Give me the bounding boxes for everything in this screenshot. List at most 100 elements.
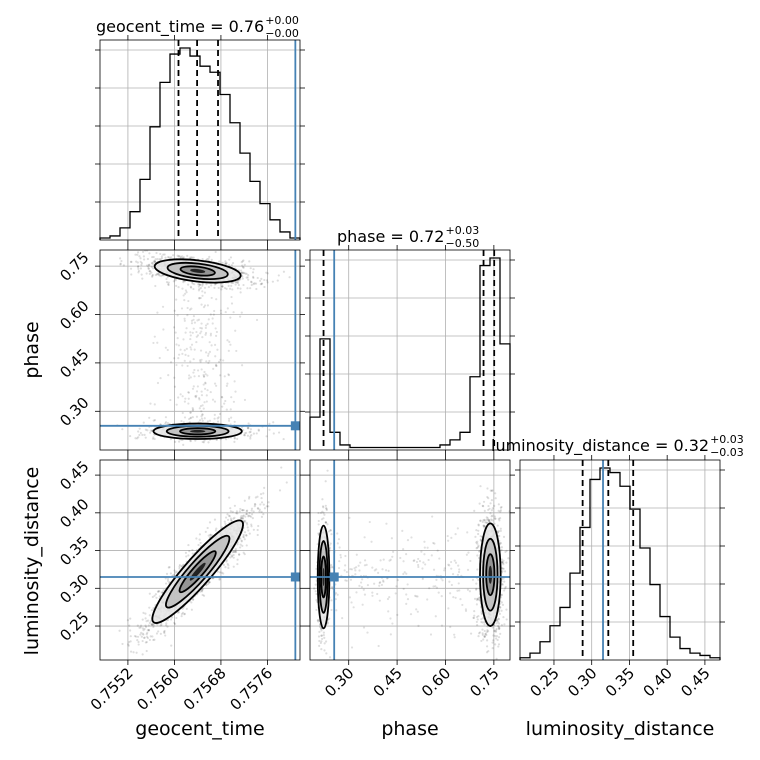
- sample-point: [382, 579, 385, 582]
- sample-point: [224, 310, 227, 314]
- sample-point: [215, 364, 218, 367]
- sample-point: [212, 313, 215, 316]
- sample-point: [138, 433, 141, 437]
- sample-point: [195, 537, 198, 540]
- sample-point: [206, 322, 209, 325]
- sample-point: [488, 519, 491, 522]
- sample-point: [247, 514, 250, 517]
- contour-line: [151, 519, 244, 624]
- sample-point: [466, 588, 470, 591]
- sample-point: [498, 612, 501, 615]
- sample-point: [189, 337, 192, 341]
- sample-point: [237, 280, 240, 283]
- sample-point: [141, 627, 145, 630]
- sample-point: [205, 360, 208, 363]
- sample-point: [245, 512, 248, 516]
- sample-point: [210, 284, 213, 287]
- sample-point: [493, 522, 496, 525]
- sample-point: [475, 547, 478, 550]
- sample-point: [491, 489, 494, 492]
- sample-point: [166, 618, 170, 622]
- sample-point: [250, 509, 253, 512]
- sample-point: [285, 481, 288, 484]
- sample-point: [491, 641, 494, 644]
- sample-point: [141, 639, 144, 643]
- sample-point: [164, 422, 167, 425]
- sample-point: [243, 433, 246, 437]
- sample-point: [172, 573, 175, 576]
- sample-point: [198, 538, 201, 541]
- sample-point: [248, 514, 251, 517]
- sample-point: [479, 519, 482, 522]
- sample-point: [487, 497, 490, 500]
- sample-point: [187, 299, 190, 303]
- sample-point: [234, 550, 237, 554]
- sample-point: [477, 614, 480, 618]
- sample-point: [139, 267, 143, 270]
- sample-point: [155, 273, 159, 276]
- sample-point: [453, 636, 456, 639]
- sample-point: [256, 533, 259, 537]
- sample-point: [227, 417, 231, 420]
- sample-point: [177, 396, 180, 399]
- sample-point: [378, 599, 381, 602]
- sample-point: [476, 546, 479, 549]
- sample-point: [149, 635, 152, 638]
- sample-point: [282, 437, 285, 441]
- sample-point: [144, 612, 147, 615]
- sample-point: [203, 370, 206, 374]
- sample-point: [494, 630, 498, 633]
- sample-point: [502, 535, 506, 538]
- sample-point: [457, 570, 461, 574]
- sample-point: [239, 315, 242, 318]
- sample-point: [429, 633, 433, 636]
- sample-point: [226, 382, 229, 385]
- sample-point: [227, 419, 231, 422]
- sample-point: [183, 400, 186, 403]
- sample-point: [417, 565, 420, 569]
- sample-point: [496, 638, 499, 642]
- sample-point: [453, 559, 456, 562]
- sample-point: [272, 432, 275, 435]
- sample-point: [142, 636, 146, 640]
- sample-point: [486, 495, 489, 499]
- sample-point: [247, 278, 250, 281]
- sample-point: [151, 437, 155, 440]
- sample-point: [144, 428, 147, 431]
- title-luminosity-distance-plus: +0.03: [710, 433, 744, 446]
- sample-point: [478, 550, 481, 553]
- sample-point: [464, 608, 468, 611]
- sample-point: [450, 583, 453, 587]
- sample-point: [215, 364, 218, 367]
- sample-point: [481, 520, 484, 524]
- sample-point: [226, 518, 230, 521]
- sample-point: [211, 322, 214, 325]
- sample-point: [169, 572, 173, 575]
- sample-point: [176, 254, 179, 257]
- sample-point: [218, 260, 221, 263]
- sample-point: [223, 402, 226, 405]
- sample-point: [204, 381, 207, 384]
- sample-point: [507, 557, 510, 560]
- sample-point: [482, 519, 485, 522]
- sample-point: [240, 271, 244, 275]
- sample-point: [249, 267, 252, 270]
- sample-point: [227, 284, 230, 287]
- sample-point: [338, 560, 341, 563]
- sample-point: [143, 258, 146, 261]
- sample-point: [142, 611, 145, 614]
- sample-point: [449, 625, 452, 629]
- sample-point: [217, 360, 221, 363]
- sample-point: [502, 561, 505, 564]
- sample-point: [240, 311, 243, 314]
- panel-hist-geocent-time: [95, 35, 305, 245]
- sample-point: [262, 492, 265, 495]
- sample-point: [122, 264, 125, 267]
- y-tick-label: 0.60: [56, 297, 92, 333]
- sample-point: [476, 542, 479, 545]
- sample-point: [262, 513, 265, 516]
- sample-point: [200, 358, 203, 361]
- sample-point: [159, 252, 162, 256]
- sample-point: [141, 277, 144, 280]
- sample-point: [233, 380, 236, 383]
